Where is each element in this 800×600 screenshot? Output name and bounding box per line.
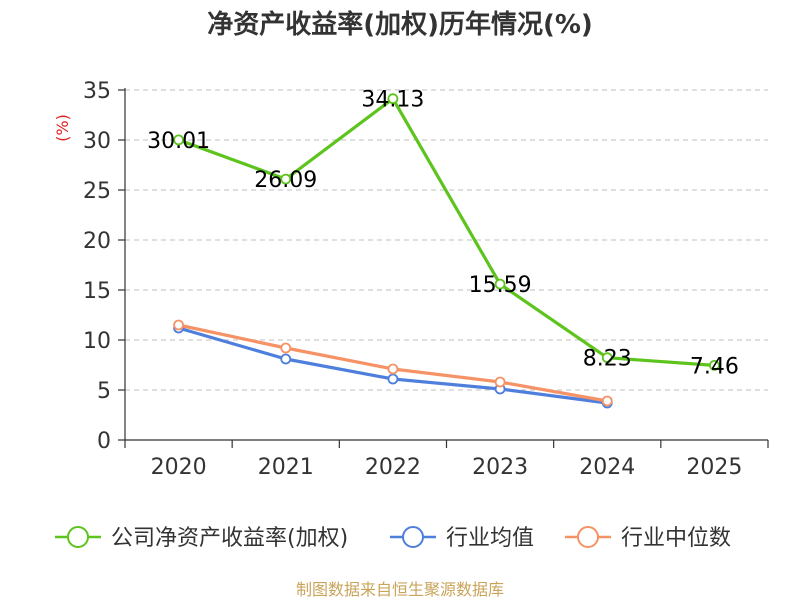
y-tick-label: 0 (97, 429, 111, 454)
data-point-industry_avg[interactable] (388, 375, 397, 384)
x-tick-label: 2024 (579, 455, 635, 480)
source-credit: 制图数据来自恒生聚源数据库 (296, 580, 504, 599)
chart-title: 净资产收益率(加权)历年情况(%) (207, 9, 593, 40)
series (174, 94, 719, 407)
chart: 净资产收益率(加权)历年情况(%) (%) 051015202530352020… (0, 0, 800, 600)
grid-lines (125, 90, 768, 390)
legend-marker (403, 527, 423, 547)
y-axis-unit: (%) (53, 114, 72, 142)
legend: 公司净资产收益率(加权) 行业均值 行业中位数 (55, 526, 731, 551)
x-tick-label: 2023 (472, 455, 528, 480)
series-line-company (179, 99, 715, 366)
y-tick-label: 5 (97, 379, 111, 404)
data-label: 15.59 (469, 273, 532, 298)
legend-item-industry_avg[interactable]: 行业均值 (390, 526, 534, 551)
y-tick-label: 30 (83, 129, 111, 154)
data-label: 8.23 (583, 347, 632, 372)
legend-label: 行业中位数 (621, 526, 731, 551)
x-tick-label: 2021 (258, 455, 314, 480)
data-point-industry_median[interactable] (496, 378, 505, 387)
legend-item-company[interactable]: 公司净资产收益率(加权) (55, 526, 348, 551)
x-tick-label: 2025 (686, 455, 742, 480)
data-label: 7.46 (690, 354, 739, 379)
legend-marker (578, 527, 598, 547)
y-tick-label: 10 (83, 329, 111, 354)
data-label: 30.01 (147, 129, 210, 154)
y-tick-label: 35 (83, 79, 111, 104)
y-tick-label: 25 (83, 179, 111, 204)
data-label: 34.13 (361, 88, 424, 113)
data-label: 26.09 (254, 168, 317, 193)
y-tick-label: 20 (83, 229, 111, 254)
y-tick-label: 15 (83, 279, 111, 304)
data-point-industry_median[interactable] (174, 321, 183, 330)
data-point-industry_median[interactable] (388, 365, 397, 374)
legend-marker (68, 527, 88, 547)
x-tick-label: 2022 (365, 455, 421, 480)
series-company (174, 94, 719, 370)
legend-label: 公司净资产收益率(加权) (111, 526, 348, 551)
data-point-industry_median[interactable] (603, 397, 612, 406)
data-point-industry_median[interactable] (281, 344, 290, 353)
x-tick-label: 2020 (151, 455, 207, 480)
data-labels: 30.01 26.09 34.13 15.59 8.23 7.46 (147, 88, 739, 380)
legend-item-industry_median[interactable]: 行业中位数 (565, 526, 731, 551)
legend-label: 行业均值 (446, 526, 534, 551)
series-industry_median (174, 321, 612, 406)
data-point-industry_avg[interactable] (281, 355, 290, 364)
